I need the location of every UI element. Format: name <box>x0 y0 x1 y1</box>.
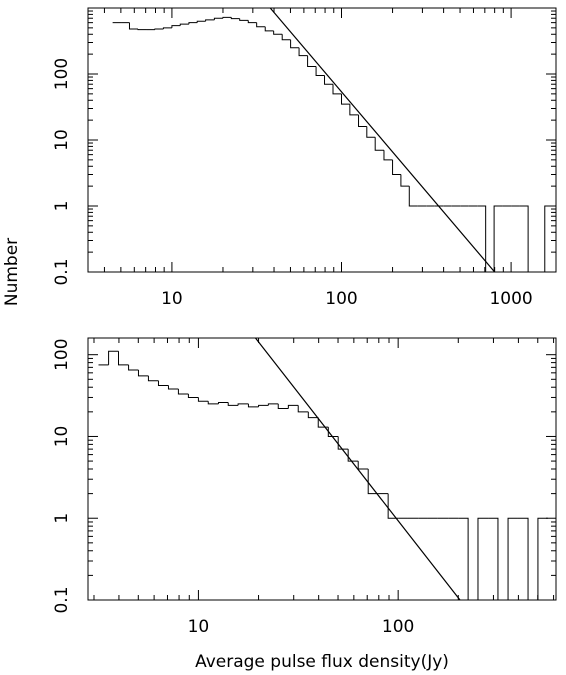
histogram-bin <box>147 375 159 382</box>
y-axis-label: Number <box>2 238 22 306</box>
histogram-bin <box>128 364 139 371</box>
y-tick-label: 10 <box>52 426 72 448</box>
y-tick-label: 100 <box>52 338 72 370</box>
histogram-bin <box>108 350 119 365</box>
fit-line <box>254 337 461 601</box>
histogram-bin <box>118 351 129 366</box>
histogram-bin <box>171 25 181 28</box>
histogram-bin <box>332 84 342 95</box>
histogram-bin <box>227 402 239 406</box>
histogram-bin <box>366 126 376 138</box>
histogram-bin <box>493 205 503 272</box>
histogram-bin <box>307 55 317 67</box>
histogram-bin <box>267 403 279 406</box>
histogram-bin <box>230 17 240 20</box>
histogram-bin <box>196 20 206 23</box>
histogram-bin <box>247 403 259 408</box>
histogram-bin <box>349 104 359 116</box>
histogram-bin <box>367 469 379 495</box>
histogram-bin <box>374 137 384 151</box>
histogram-bin <box>408 186 418 207</box>
histogram-bin <box>358 114 367 128</box>
histogram-bin <box>205 19 215 22</box>
histogram-bin <box>273 30 283 35</box>
y-tick-label: 1 <box>52 201 72 212</box>
histogram-bin <box>307 411 319 419</box>
histogram-bin <box>392 159 401 176</box>
y-tick-label: 100 <box>52 58 72 90</box>
histogram-bin <box>187 394 199 398</box>
histogram-bin <box>277 403 289 409</box>
histogram-bin <box>400 174 410 187</box>
histogram-bin <box>128 22 139 30</box>
histogram-bin <box>327 427 339 437</box>
histogram-bin <box>297 405 309 413</box>
histogram-bin <box>537 517 548 600</box>
histogram-bin <box>517 517 529 600</box>
histogram-bin <box>337 436 349 450</box>
histogram-bin <box>298 47 308 57</box>
x-tick-label: 100 <box>382 617 414 637</box>
histogram-bin <box>247 20 257 24</box>
histogram-bin <box>383 150 393 161</box>
x-tick-label: 10 <box>161 289 183 309</box>
histogram-bin <box>213 17 223 20</box>
x-tick-label: 1000 <box>489 289 532 309</box>
histogram-bin <box>281 34 291 41</box>
histogram-bin <box>167 385 179 390</box>
histogram-bin <box>222 16 232 19</box>
histogram-bin <box>387 493 399 519</box>
y-tick-label: 0.1 <box>52 258 72 285</box>
histogram-bin <box>341 93 350 105</box>
y-tick-label: 0.1 <box>52 586 72 613</box>
histogram-bin <box>507 517 518 600</box>
histogram-bin <box>477 205 487 272</box>
histogram-bin <box>315 66 325 76</box>
x-axis-label: Average pulse flux density(Jy) <box>195 652 449 672</box>
histogram-bin <box>237 403 249 406</box>
histogram-bin <box>179 23 189 26</box>
histogram-bin <box>519 205 529 272</box>
histogram-bin <box>264 26 274 32</box>
histogram-bin <box>258 404 269 407</box>
x-tick-label: 10 <box>188 617 210 637</box>
histogram-bin <box>157 380 169 386</box>
histogram-bin <box>137 369 149 377</box>
histogram-bin <box>154 28 164 30</box>
histogram-bin <box>488 517 499 600</box>
y-tick-label: 10 <box>52 129 72 151</box>
histogram-bin <box>197 397 209 402</box>
histogram-bin <box>544 205 554 272</box>
x-tick-label: 100 <box>325 289 357 309</box>
histogram-bin <box>256 22 266 28</box>
histogram-bin <box>347 449 359 462</box>
histogram-bin <box>217 402 229 404</box>
histogram-bin <box>177 389 189 395</box>
histogram-bin <box>188 22 198 25</box>
histogram-bin <box>458 517 469 600</box>
histogram-bin <box>239 18 249 21</box>
histogram-bin <box>137 29 147 31</box>
y-tick-label: 1 <box>52 513 72 524</box>
fit-line <box>269 7 496 273</box>
histogram-bin <box>287 404 299 409</box>
histogram-bin <box>162 27 172 30</box>
histogram-bin <box>290 39 300 49</box>
histogram-bin <box>477 517 489 600</box>
histogram-bin <box>324 75 334 85</box>
histogram-bin <box>207 401 219 405</box>
